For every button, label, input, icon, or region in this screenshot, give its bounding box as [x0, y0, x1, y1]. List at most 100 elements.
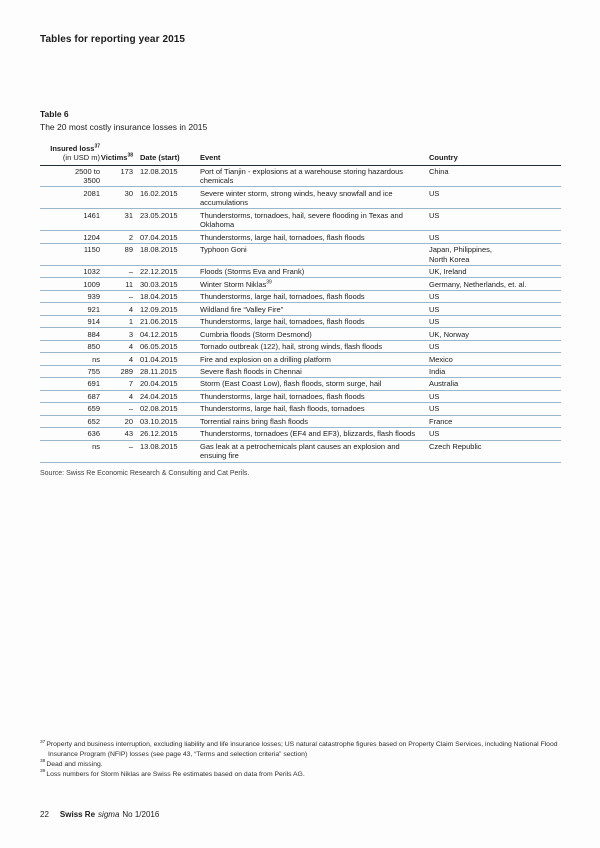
- footnote-ref-37: 37: [94, 143, 100, 149]
- cell-date: 18.04.2015: [133, 290, 200, 304]
- cell-insured-loss: 636: [40, 427, 100, 441]
- cell-date: 16.02.2015: [133, 186, 200, 210]
- publication-issue: No 1/2016: [122, 810, 160, 819]
- table-row: 2500 to 3500 173 12.08.2015 Port of Tian…: [40, 165, 561, 188]
- losses-table: Insured loss37 (in USD m) Victims38 Date…: [40, 143, 561, 463]
- footnotes: 37Property and business interruption, ex…: [40, 740, 564, 779]
- page-footer: 22 Swiss Re sigma No 1/2016: [40, 810, 159, 819]
- cell-country: US: [429, 340, 561, 354]
- cell-insured-loss: ns: [40, 352, 100, 366]
- cell-country: US: [429, 290, 561, 304]
- table-row: 1461 31 23.05.2015 Thunderstorms, tornad…: [40, 208, 561, 232]
- page-title: Tables for reporting year 2015: [40, 34, 186, 45]
- cell-date: 12.09.2015: [133, 302, 200, 316]
- cell-date: 28.11.2015: [133, 365, 200, 379]
- cell-country: US: [429, 315, 561, 329]
- cell-country: Mexico: [429, 352, 561, 366]
- table-row: 921 4 12.09.2015 Wildland fire “Valley F…: [40, 302, 561, 316]
- cell-date: 07.04.2015: [133, 230, 200, 244]
- cell-event: Thunderstorms, large hail, tornadoes, fl…: [200, 230, 429, 244]
- cell-victims: 4: [100, 390, 133, 404]
- cell-country: Czech Republic: [429, 440, 561, 463]
- footnote-ref-39: 39: [266, 279, 272, 286]
- footnote: 38Dead and missing.: [40, 760, 564, 770]
- cell-country: US: [429, 186, 561, 210]
- cell-event: Wildland fire “Valley Fire”: [200, 302, 429, 316]
- column-header-victims: Victims38: [100, 143, 133, 166]
- footnote-marker: 38: [40, 759, 46, 765]
- table-section: Table 6 The 20 most costly insurance los…: [40, 109, 561, 477]
- table-row: 636 43 26.12.2015 Thunderstorms, tornado…: [40, 427, 561, 441]
- source-note: Source: Swiss Re Economic Research & Con…: [40, 469, 250, 477]
- cell-insured-loss: 691: [40, 377, 100, 391]
- column-header-insured-loss: Insured loss37 (in USD m): [40, 143, 100, 166]
- cell-victims: 7: [100, 377, 133, 391]
- cell-victims: 2: [100, 230, 133, 244]
- cell-victims: 31: [100, 208, 133, 232]
- cell-insured-loss: 850: [40, 340, 100, 354]
- cell-country: UK, Ireland: [429, 265, 561, 279]
- publication-name: sigma: [98, 810, 120, 819]
- table-row: 1150 89 18.08.2015 Typhoon Goni Japan, P…: [40, 243, 561, 266]
- cell-event: Thunderstorms, large hail, tornadoes, fl…: [200, 290, 429, 304]
- cell-event: Fire and explosion on a drilling platfor…: [200, 352, 429, 366]
- cell-victims: 11: [100, 277, 133, 291]
- cell-country: US: [429, 230, 561, 244]
- cell-date: 20.04.2015: [133, 377, 200, 391]
- cell-event: Thunderstorms, large hail, tornadoes, fl…: [200, 390, 429, 404]
- cell-insured-loss: 1009: [40, 277, 100, 291]
- cell-event: Thunderstorms, large hail, tornadoes, fl…: [200, 315, 429, 329]
- cell-insured-loss: 1150: [40, 243, 100, 266]
- table-row: 659 – 02.08.2015 Thunderstorms, large ha…: [40, 402, 561, 416]
- table-row: 2081 30 16.02.2015 Severe winter storm, …: [40, 186, 561, 210]
- cell-date: 12.08.2015: [133, 165, 200, 188]
- table-row: 884 3 04.12.2015 Cumbria floods (Storm D…: [40, 327, 561, 341]
- cell-country: France: [429, 415, 561, 429]
- cell-victims: –: [100, 402, 133, 416]
- column-header-event: Event: [200, 143, 429, 166]
- footnote: 37Property and business interruption, ex…: [40, 740, 564, 760]
- footnote: 39Loss numbers for Storm Niklas are Swis…: [40, 769, 564, 780]
- table-row: 1009 11 30.03.2015 Winter Storm Niklas39…: [40, 277, 561, 291]
- cell-event: Torrential rains bring flash floods: [200, 415, 429, 429]
- cell-event: Typhoon Goni: [200, 243, 429, 266]
- cell-insured-loss: 939: [40, 290, 100, 304]
- cell-insured-loss: 914: [40, 315, 100, 329]
- cell-country: US: [429, 427, 561, 441]
- cell-event: Port of Tianjin - explosions at a wareho…: [200, 165, 429, 188]
- cell-country: US: [429, 208, 561, 232]
- cell-victims: 4: [100, 340, 133, 354]
- table-row: 691 7 20.04.2015 Storm (East Coast Low),…: [40, 377, 561, 391]
- table-row: 1204 2 07.04.2015 Thunderstorms, large h…: [40, 230, 561, 244]
- cell-event: Thunderstorms, tornadoes, hail, severe f…: [200, 208, 429, 232]
- table-row: ns 4 01.04.2015 Fire and explosion on a …: [40, 352, 561, 366]
- cell-insured-loss: 1032: [40, 265, 100, 279]
- table-row: 1032 – 22.12.2015 Floods (Storms Eva and…: [40, 265, 561, 279]
- cell-event: Floods (Storms Eva and Frank): [200, 265, 429, 279]
- cell-victims: 4: [100, 352, 133, 366]
- cell-country: UK, Norway: [429, 327, 561, 341]
- cell-victims: 20: [100, 415, 133, 429]
- cell-date: 13.08.2015: [133, 440, 200, 463]
- cell-victims: 4: [100, 302, 133, 316]
- cell-date: 04.12.2015: [133, 327, 200, 341]
- cell-insured-loss: ns: [40, 440, 100, 463]
- cell-date: 21.06.2015: [133, 315, 200, 329]
- cell-victims: 1: [100, 315, 133, 329]
- table-label: Table 6: [40, 109, 69, 119]
- table-row: ns – 13.08.2015 Gas leak at a petrochemi…: [40, 440, 561, 463]
- page-number: 22: [40, 810, 49, 819]
- column-header-country: Country: [429, 143, 561, 166]
- cell-country: US: [429, 402, 561, 416]
- cell-date: 02.08.2015: [133, 402, 200, 416]
- footnote-marker: 39: [40, 769, 46, 775]
- cell-date: 06.05.2015: [133, 340, 200, 354]
- cell-insured-loss: 884: [40, 327, 100, 341]
- cell-victims: 30: [100, 186, 133, 210]
- cell-date: 22.12.2015: [133, 265, 200, 279]
- cell-insured-loss: 659: [40, 402, 100, 416]
- cell-insured-loss: 755: [40, 365, 100, 379]
- footnote-marker: 37: [40, 739, 46, 745]
- cell-country: China: [429, 165, 561, 188]
